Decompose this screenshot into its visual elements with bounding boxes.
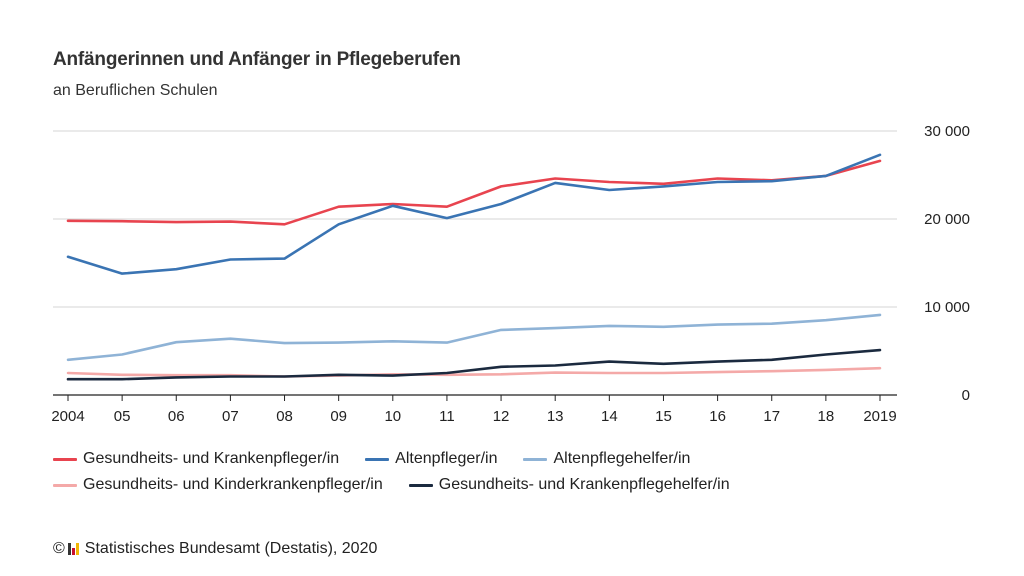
legend-item: Altenpfleger/in: [365, 450, 497, 468]
series-line-3: [66, 366, 882, 378]
legend-swatch: [408, 483, 433, 487]
x-tick-label: 2019: [863, 408, 896, 425]
destatis-logo-icon: [67, 543, 80, 555]
source-text: Statistisches Bundesamt (Destatis), 2020: [84, 540, 378, 557]
logo-bar: [75, 543, 79, 555]
x-tick-label: 17: [763, 408, 780, 425]
logo-bar: [71, 548, 75, 555]
x-tick-label: 16: [709, 408, 726, 425]
legend-row: Gesundheits- und Krankenpfleger/in Altenp…: [53, 446, 953, 472]
line-chart: 0 10 000 20 000 30 000 2004 05 06 07 08 09 10 11 12…: [51, 123, 970, 425]
legend-item: Gesundheits- und Kinderkrankenpfleger/in: [53, 476, 383, 494]
series-line-0: [66, 159, 882, 226]
y-tick-label: 10 000: [924, 299, 970, 316]
legend-label: Altenpflegehelfer/in: [553, 450, 691, 467]
y-tick-label: 20 000: [924, 211, 970, 228]
x-tick-label: 05: [114, 408, 131, 425]
x-tick-label: 06: [168, 408, 185, 425]
x-tick-label: 15: [655, 408, 672, 425]
gridlines: [53, 130, 897, 308]
legend-label: Gesundheits- und Krankenpfleger/in: [83, 450, 340, 467]
legend-item: Altenpflegehelfer/in: [523, 450, 690, 468]
source-note: © Statistisches Bundesamt (Destatis), 20…: [53, 540, 377, 558]
x-tick-label: 09: [330, 408, 347, 425]
x-tick-label: 12: [493, 408, 510, 425]
x-tick-label: 13: [547, 408, 564, 425]
x-tick-label: 2004: [51, 408, 84, 425]
series-lines: [66, 153, 882, 381]
logo-bar: [67, 543, 71, 555]
copyright-symbol: ©: [53, 540, 65, 557]
series-line-1: [66, 153, 882, 275]
x-tick-label: 10: [384, 408, 401, 425]
legend-swatch: [365, 457, 390, 461]
x-axis-labels: 2004 05 06 07 08 09 10 11 12 13 14 15 16 17 18 2019: [51, 395, 897, 425]
x-tick-label: 07: [222, 408, 239, 425]
y-tick-label: 30 000: [924, 123, 970, 140]
x-tick-label: 08: [276, 408, 293, 425]
y-axis-labels: 0 10 000 20 000 30 000: [924, 123, 970, 404]
legend-label: Gesundheits- und Krankenpflegehelfer/in: [438, 476, 730, 493]
x-tick-label: 18: [818, 408, 835, 425]
chart-title: Anfängerinnen und Anfänger in Pflegeberu…: [53, 49, 461, 70]
chart-legend: Gesundheits- und Krankenpfleger/in Altenp…: [53, 446, 953, 498]
series-line-2: [66, 313, 882, 362]
legend-swatch: [53, 457, 77, 461]
legend-item: Gesundheits- und Krankenpflegehelfer/in: [408, 476, 730, 494]
chart-subtitle: an Beruflichen Schulen: [53, 82, 218, 99]
legend-label: Altenpfleger/in: [395, 450, 498, 467]
x-tick-label: 11: [439, 408, 455, 425]
legend-label: Gesundheits- und Kinderkrankenpfleger/in: [83, 476, 383, 493]
legend-item: Gesundheits- und Krankenpfleger/in: [53, 450, 339, 468]
y-tick-label: 0: [962, 387, 970, 404]
series-line-4: [66, 348, 882, 381]
legend-swatch: [523, 457, 548, 461]
x-tick-label: 14: [601, 408, 618, 425]
legend-row: Gesundheits- und Kinderkrankenpfleger/in…: [53, 472, 953, 498]
legend-swatch: [53, 483, 77, 487]
